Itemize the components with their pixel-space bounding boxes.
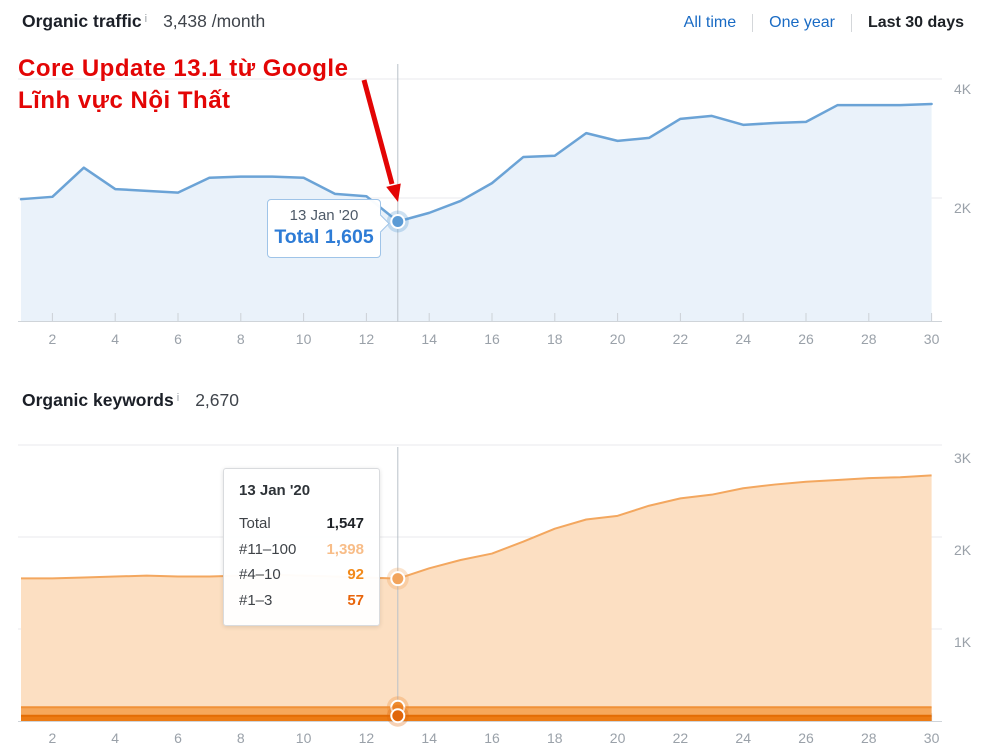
x-tick-label: 2 — [49, 730, 57, 746]
tooltip-total: Total 1,605 — [274, 226, 374, 249]
keywords-area-0 — [21, 715, 932, 722]
x-tick-label: 26 — [798, 730, 814, 746]
x-tick-label: 24 — [735, 331, 751, 347]
row-value: 1,547 — [326, 515, 364, 532]
row-value: 57 — [347, 591, 364, 609]
traffic-area-fill — [21, 103, 932, 322]
y-axis-label: 2K — [954, 200, 972, 216]
range-all-time[interactable]: All time — [683, 14, 737, 31]
traffic-tooltip: 13 Jan '20 Total 1,605 — [267, 199, 390, 258]
tooltip-total-value: 1,605 — [324, 226, 374, 248]
row-label: #4–10 — [239, 566, 281, 583]
keywords-line-2 — [21, 474, 932, 580]
tooltip-date: 13 Jan '20 — [239, 482, 311, 499]
range-separator — [752, 14, 754, 32]
annotation-line-2: Lĩnh vực Nội Thất — [18, 87, 231, 114]
x-tick-label: 30 — [924, 730, 940, 746]
x-tick-label: 24 — [735, 730, 751, 746]
x-tick-label: 6 — [174, 730, 182, 746]
x-tick-label: 18 — [547, 331, 563, 347]
x-tick-label: 2 — [49, 331, 57, 347]
x-tick-label: 6 — [174, 331, 182, 347]
annotation-line-1: Core Update 13.1 từ Google — [18, 55, 349, 82]
y-axis-label: 2K — [954, 542, 972, 558]
x-tick-label: 18 — [547, 730, 563, 746]
x-tick-label: 4 — [111, 730, 119, 746]
organic-traffic-title: Organic traffic — [22, 11, 142, 31]
x-tick-label: 22 — [673, 730, 689, 746]
x-tick-label: 10 — [296, 331, 312, 347]
organic-keywords-title: Organic keywords — [22, 390, 174, 410]
x-tick-label: 12 — [359, 331, 375, 347]
row-label: #1–3 — [239, 591, 273, 609]
range-one-year[interactable]: One year — [769, 14, 835, 31]
x-tick-label: 10 — [296, 730, 312, 746]
tooltip-row-total: Total 1,547 — [239, 511, 364, 537]
organic-keywords-header: Organic keywords i 2,670 — [22, 390, 239, 411]
x-tick-label: 14 — [421, 730, 437, 746]
range-last-30-days[interactable]: Last 30 days — [867, 14, 964, 31]
row-value: 1,398 — [326, 540, 364, 558]
x-tick-label: 14 — [421, 331, 437, 347]
marker-dot — [392, 710, 404, 722]
traffic-series-line — [19, 102, 933, 223]
x-tick-label: 22 — [673, 331, 689, 347]
row-label: Total — [239, 515, 271, 532]
organic-keywords-value: 2,670 — [195, 390, 239, 410]
tooltip-total-label: Total — [274, 226, 320, 248]
x-tick-label: 20 — [610, 730, 626, 746]
tooltip-row-1-3: #1–3 57 — [239, 588, 364, 614]
x-tick-label: 28 — [861, 730, 877, 746]
y-axis-label: 4K — [954, 81, 972, 97]
y-axis-label: 3K — [954, 450, 972, 466]
x-tick-label: 28 — [861, 331, 877, 347]
x-tick-label: 16 — [484, 730, 500, 746]
x-tick-label: 8 — [237, 331, 245, 347]
organic-traffic-header: Organic traffic i 3,438 /month — [22, 11, 265, 32]
tooltip-row-11-100: #11–100 1,398 — [239, 537, 364, 563]
time-range-switcher: All time One year Last 30 days — [684, 14, 964, 32]
marker-dot — [392, 573, 404, 585]
x-tick-label: 12 — [359, 730, 375, 746]
keywords-area-2 — [21, 475, 932, 722]
row-value: 92 — [347, 566, 364, 583]
core-update-annotation: Core Update 13.1 từ Google Lĩnh vực Nội … — [18, 53, 348, 117]
x-tick-label: 26 — [798, 331, 814, 347]
x-tick-label: 30 — [924, 331, 940, 347]
marker-dot — [392, 216, 404, 228]
y-axis-label: 1K — [954, 634, 972, 650]
tooltip-row-4-10: #4–10 92 — [239, 562, 364, 588]
organic-traffic-value: 3,438 /month — [163, 11, 266, 31]
range-separator — [850, 14, 852, 32]
info-icon[interactable]: i — [176, 392, 180, 404]
row-label: #11–100 — [239, 540, 297, 558]
x-tick-label: 4 — [111, 331, 119, 347]
keywords-tooltip: 13 Jan '20 Total 1,547 #11–100 1,398 #4–… — [223, 468, 380, 626]
x-tick-label: 8 — [237, 730, 245, 746]
info-icon[interactable]: i — [144, 13, 148, 25]
x-tick-label: 20 — [610, 331, 626, 347]
x-tick-label: 16 — [484, 331, 500, 347]
tooltip-date: 13 Jan '20 — [289, 207, 359, 224]
